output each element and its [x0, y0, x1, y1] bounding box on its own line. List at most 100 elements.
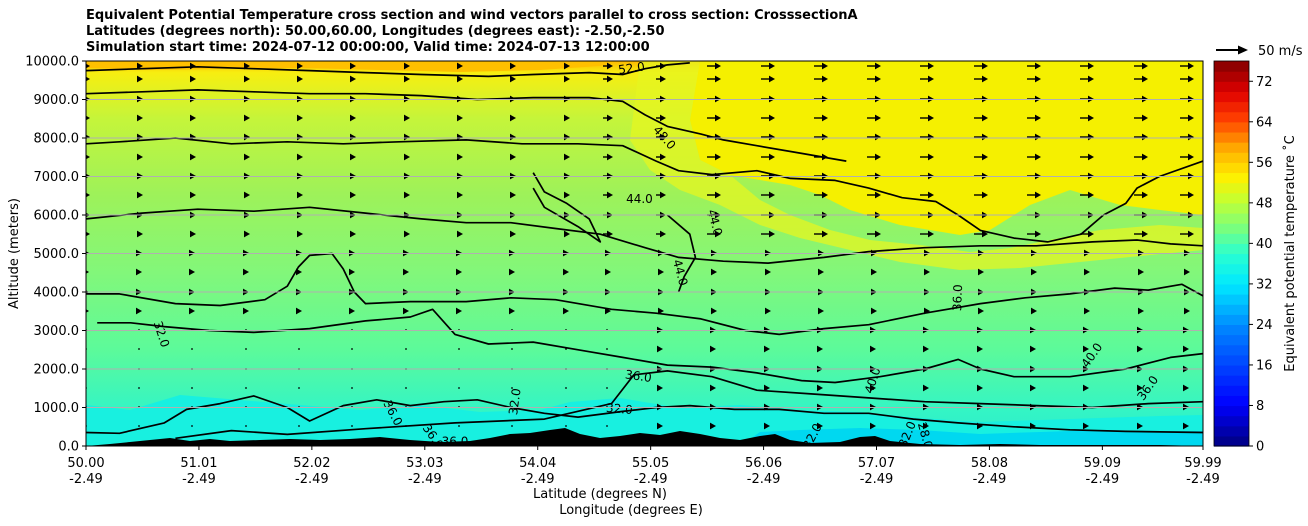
wind-vector — [86, 154, 90, 160]
x-tick-label-lon: -2.49 — [408, 472, 442, 487]
y-tick-label: 7000.0 — [34, 170, 80, 185]
wind-vector — [656, 75, 666, 83]
wind-vector — [1080, 62, 1094, 70]
wind-vector-head — [1137, 345, 1143, 353]
contour-label: 32.0 — [605, 401, 633, 417]
wind-vector-head — [769, 191, 775, 199]
wind-vector-dot — [298, 387, 300, 389]
wind-vector-head — [510, 75, 516, 83]
colorbar-segment — [1214, 162, 1249, 174]
y-tick-label: 3000.0 — [34, 324, 80, 339]
wind-vector — [189, 307, 195, 315]
wind-vector — [190, 62, 196, 70]
wind-vector-head — [607, 191, 613, 199]
wind-vector-head — [297, 75, 303, 83]
wind-vector-head — [86, 154, 90, 160]
wind-vector-head — [404, 133, 410, 141]
wind-vector-head — [243, 307, 249, 315]
wind-vector-head — [871, 268, 877, 276]
wind-vector — [867, 133, 881, 141]
wind-vector — [137, 191, 143, 199]
wind-vector-dot — [138, 387, 140, 389]
wind-vector-head — [1030, 422, 1036, 430]
wind-vector-head — [875, 230, 881, 238]
wind-vector-head — [1088, 230, 1094, 238]
wind-vector — [1027, 153, 1041, 161]
quiver-key: 50 m/s — [1216, 44, 1303, 59]
wind-vector-head — [297, 191, 303, 199]
wind-vector-dot — [351, 425, 353, 427]
contour-line-44 — [666, 214, 697, 293]
wind-vector-head — [928, 75, 934, 83]
wind-vector — [817, 422, 823, 430]
wind-vector-dot — [511, 348, 513, 350]
wind-vector — [1083, 345, 1089, 353]
wind-vector-head — [563, 307, 569, 315]
wind-vector — [296, 307, 302, 315]
wind-vector-head — [86, 115, 90, 121]
colorbar: 0 8 16 24 32 40 48 56 64 72 — [1213, 60, 1273, 455]
wind-vector-head — [1183, 422, 1189, 430]
wind-vector — [1080, 153, 1094, 161]
wind-vector — [296, 268, 302, 276]
wind-vector-head — [297, 133, 303, 141]
wind-vector-head — [564, 230, 570, 238]
wind-vector-head — [137, 75, 143, 83]
wind-vector — [456, 307, 462, 315]
wind-vector-head — [870, 345, 876, 353]
wind-vector-head — [456, 307, 462, 315]
colorbar-segment — [1214, 273, 1249, 285]
wind-vector-head — [769, 62, 775, 70]
wind-vector — [978, 268, 984, 276]
wind-vector-head — [658, 268, 664, 276]
wind-vector-head — [564, 114, 570, 122]
wind-vector-head — [660, 114, 666, 122]
y-tick-label: 9000.0 — [34, 93, 80, 108]
x-tick-label-lon: -2.49 — [182, 472, 216, 487]
wind-vector-head — [297, 62, 303, 70]
wind-vector — [920, 230, 934, 238]
wind-vector-head — [137, 230, 143, 238]
wind-vector-head — [710, 422, 716, 430]
wind-vector — [1180, 114, 1194, 122]
wind-vector — [761, 191, 775, 199]
wind-vector — [761, 230, 775, 238]
wind-vector-head — [928, 133, 934, 141]
wind-vector — [1184, 268, 1190, 276]
wind-vector-head — [190, 62, 196, 70]
colorbar-segment — [1214, 223, 1249, 234]
wind-vector-dot — [298, 425, 300, 427]
wind-vector — [1138, 307, 1144, 315]
colorbar-segment — [1214, 182, 1249, 194]
wind-vector-head — [509, 307, 515, 315]
fill-region-yellow-upper-right — [690, 61, 1203, 235]
wind-vector-head — [137, 133, 143, 141]
wind-vector-head — [822, 230, 828, 238]
wind-vector-head — [1188, 133, 1194, 141]
wind-vector-dot — [351, 348, 353, 350]
wind-vector-head — [817, 422, 823, 430]
colorbar-segment — [1214, 243, 1249, 255]
wind-vector-head — [86, 192, 90, 198]
wind-vector — [974, 230, 988, 238]
wind-vector-head — [86, 270, 89, 274]
wind-vector — [814, 230, 828, 238]
wind-vector — [764, 345, 770, 353]
wind-vector — [765, 268, 771, 276]
wind-vector — [403, 268, 409, 276]
wind-vector-head — [1188, 114, 1194, 122]
wind-vector-head — [403, 307, 409, 315]
wind-vector — [510, 153, 516, 161]
wind-vector-head — [564, 75, 570, 83]
colorbar-segment — [1214, 202, 1249, 214]
wind-vector — [297, 133, 303, 141]
wind-vector-head — [764, 345, 770, 353]
wind-vector-head — [978, 268, 984, 276]
wind-vector-head — [657, 422, 663, 430]
wind-vector-head — [350, 153, 356, 161]
wind-vector — [297, 114, 303, 122]
colorbar-segment — [1214, 142, 1249, 153]
wind-vector-head — [710, 384, 716, 392]
wind-vector — [656, 153, 666, 161]
